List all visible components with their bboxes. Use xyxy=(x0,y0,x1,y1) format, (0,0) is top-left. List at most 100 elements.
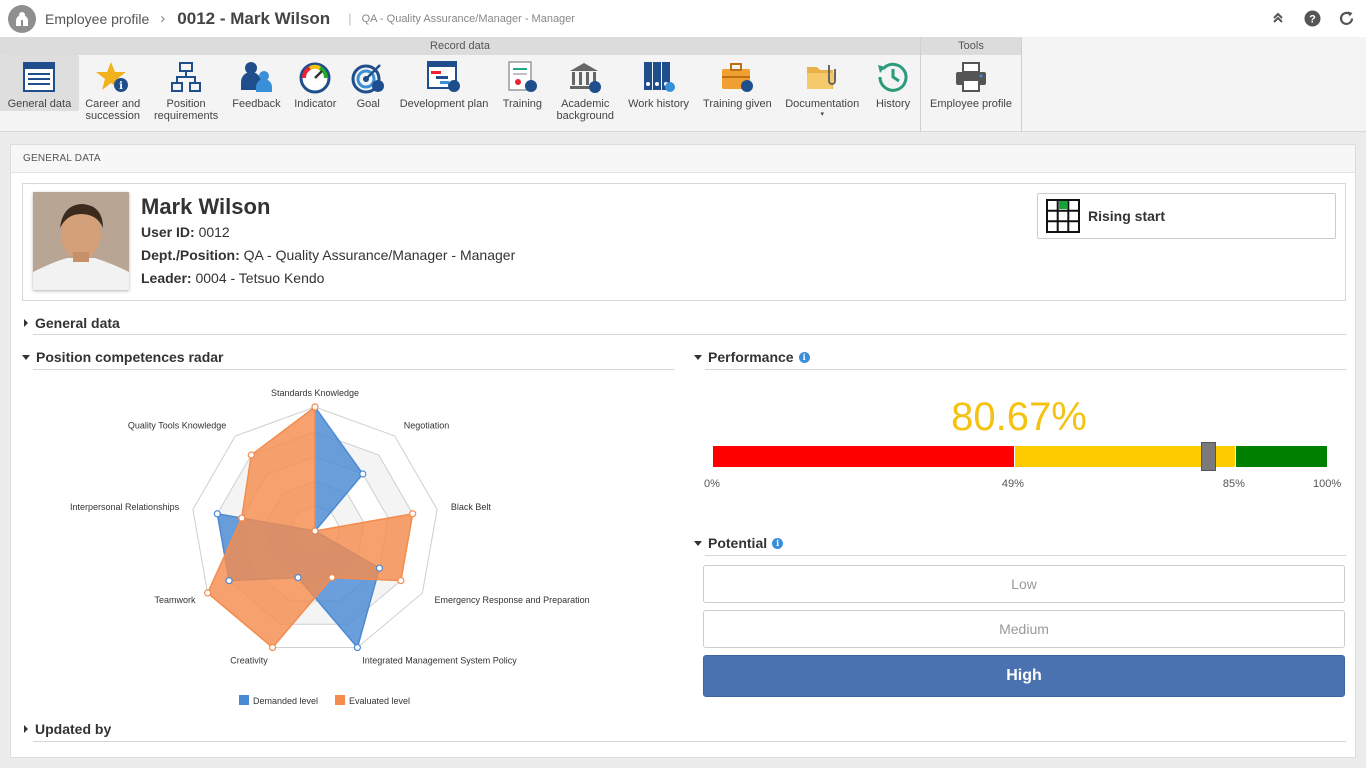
ribbon-development-plan-button[interactable]: Development plan xyxy=(393,55,495,131)
radar-data-point xyxy=(294,574,302,582)
section-updated-by-toggle[interactable]: Updated by xyxy=(24,721,111,737)
radar-data-point xyxy=(225,577,233,585)
radar-data-point xyxy=(328,574,336,582)
rising-start-label: Rising start xyxy=(1088,208,1166,224)
info-icon[interactable]: i xyxy=(772,537,784,549)
ribbon-training-button[interactable]: Training xyxy=(495,55,550,131)
radar-axis-label: Black Belt xyxy=(451,502,492,512)
ribbon-academic-background-button[interactable]: Academic background xyxy=(550,55,621,131)
radar-data-point xyxy=(375,564,384,572)
radar-axis-label: Creativity xyxy=(230,656,268,666)
ribbon-work-history-button[interactable]: Work history xyxy=(621,55,697,131)
title-divider: | xyxy=(348,11,352,26)
ribbon-career-button[interactable]: i Career and succession xyxy=(79,55,147,131)
feedback-icon xyxy=(238,59,274,95)
profile-card: Mark Wilson User ID: 0012 Dept./Position… xyxy=(22,183,1346,301)
performance-segment-low xyxy=(713,446,1014,467)
legend-swatch xyxy=(239,695,249,705)
radar-axis-label: Integrated Management System Policy xyxy=(362,656,517,666)
title-bar: Employee profile › 0012 - Mark Wilson | … xyxy=(0,0,1366,37)
radar-data-point xyxy=(204,589,212,597)
svg-text:?: ? xyxy=(1309,13,1316,25)
printer-icon xyxy=(953,59,989,95)
ribbon-group-record-data: Record data General data i Career and su… xyxy=(0,37,920,132)
collapse-caret-icon xyxy=(694,354,702,360)
section-divider xyxy=(705,555,1346,556)
section-potential-toggle[interactable]: Potential i xyxy=(694,535,784,551)
collapse-caret-icon xyxy=(694,540,702,546)
performance-bar xyxy=(713,442,1327,471)
nine-box-grid-icon xyxy=(1046,199,1080,233)
employee-photo xyxy=(33,192,129,290)
section-divider xyxy=(705,369,1346,370)
ribbon-documentation-button[interactable]: Documentation ▾ xyxy=(778,55,866,131)
performance-segment-mid xyxy=(1014,446,1235,467)
ribbon-divider xyxy=(1021,37,1022,132)
potential-low-button[interactable]: Low xyxy=(703,565,1345,603)
help-icon[interactable]: ? xyxy=(1302,8,1322,28)
collapse-up-icon[interactable] xyxy=(1268,8,1288,28)
expand-caret-icon xyxy=(24,725,28,733)
ribbon-position-requirements-button[interactable]: Position requirements xyxy=(147,55,226,131)
ribbon-divider xyxy=(920,37,921,132)
performance-value: 80.67% xyxy=(951,395,1087,439)
radar-axis-label: Emergency Response and Preparation xyxy=(435,595,590,605)
employee-name: Mark Wilson xyxy=(141,194,271,219)
collapse-caret-icon xyxy=(22,354,30,360)
info-icon[interactable]: i xyxy=(798,351,810,363)
section-radar-toggle[interactable]: Position competences radar xyxy=(22,349,224,365)
rising-start-box[interactable]: Rising start xyxy=(1037,193,1336,239)
section-divider xyxy=(33,369,674,370)
gantt-icon xyxy=(426,59,462,95)
radar-axis-label: Teamwork xyxy=(154,595,196,605)
app-logo-icon xyxy=(8,4,36,33)
performance-tick-label: 0% xyxy=(704,478,720,490)
radar-data-point xyxy=(409,510,417,518)
performance-tick-label: 49% xyxy=(1001,478,1024,490)
user-id-value: 0012 xyxy=(198,224,230,240)
ribbon-goal-button[interactable]: Goal xyxy=(343,55,393,131)
star-info-icon: i xyxy=(95,59,131,95)
radar-data-point xyxy=(213,510,221,518)
refresh-icon[interactable] xyxy=(1336,8,1356,28)
potential-high-button[interactable]: High xyxy=(703,655,1345,697)
ribbon-employee-profile-print-button[interactable]: Employee profile xyxy=(921,55,1021,131)
section-general-data-toggle[interactable]: General data xyxy=(24,315,120,331)
ribbon-feedback-button[interactable]: Feedback xyxy=(226,55,288,131)
radar-series-area xyxy=(206,405,414,649)
ribbon-history-button[interactable]: History xyxy=(866,55,920,131)
svg-text:i: i xyxy=(119,81,123,92)
ribbon-general-data-button[interactable]: General data xyxy=(0,55,79,111)
radar-data-point xyxy=(353,643,362,652)
radar-data-point xyxy=(397,577,405,585)
breadcrumb-separator-icon: › xyxy=(160,10,166,27)
radar-data-point xyxy=(311,527,319,535)
ribbon-group-label: Record data xyxy=(0,37,920,55)
breadcrumb-employee-profile[interactable]: Employee profile xyxy=(45,10,150,27)
radar-axis-label: Standards Knowledge xyxy=(271,388,359,398)
legend-swatch xyxy=(335,695,345,705)
performance-segment-high xyxy=(1235,446,1327,467)
radar-axis-label: Negotiation xyxy=(404,420,450,430)
ribbon-indicator-button[interactable]: Indicator xyxy=(287,55,343,131)
history-icon xyxy=(875,59,911,95)
dropdown-caret-icon: ▾ xyxy=(820,111,824,118)
legend-label: Demanded level xyxy=(253,696,318,706)
briefcase-icon xyxy=(719,59,755,95)
radar-data-point xyxy=(359,470,367,478)
expand-caret-icon xyxy=(24,319,28,327)
radar-axis-label: Quality Tools Knowledge xyxy=(128,420,226,430)
dept-position-value: QA - Quality Assurance/Manager - Manager xyxy=(243,247,516,263)
target-icon xyxy=(350,59,386,95)
ribbon-group-tools: Tools Employee profile xyxy=(921,37,1021,132)
ribbon-toolbar: Record data General data i Career and su… xyxy=(0,37,1366,132)
potential-medium-button[interactable]: Medium xyxy=(703,610,1345,648)
section-performance-toggle[interactable]: Performance i xyxy=(694,349,810,365)
leader-value: 0004 - Tetsuo Kendo xyxy=(195,270,325,286)
radar-data-point xyxy=(247,451,255,459)
ribbon-training-given-button[interactable]: Training given xyxy=(696,55,778,131)
general-data-icon xyxy=(21,59,57,95)
radar-axis-label: Interpersonal Relationships xyxy=(70,502,180,512)
performance-tick-label: 85% xyxy=(1222,478,1245,490)
certificate-icon xyxy=(504,59,540,95)
